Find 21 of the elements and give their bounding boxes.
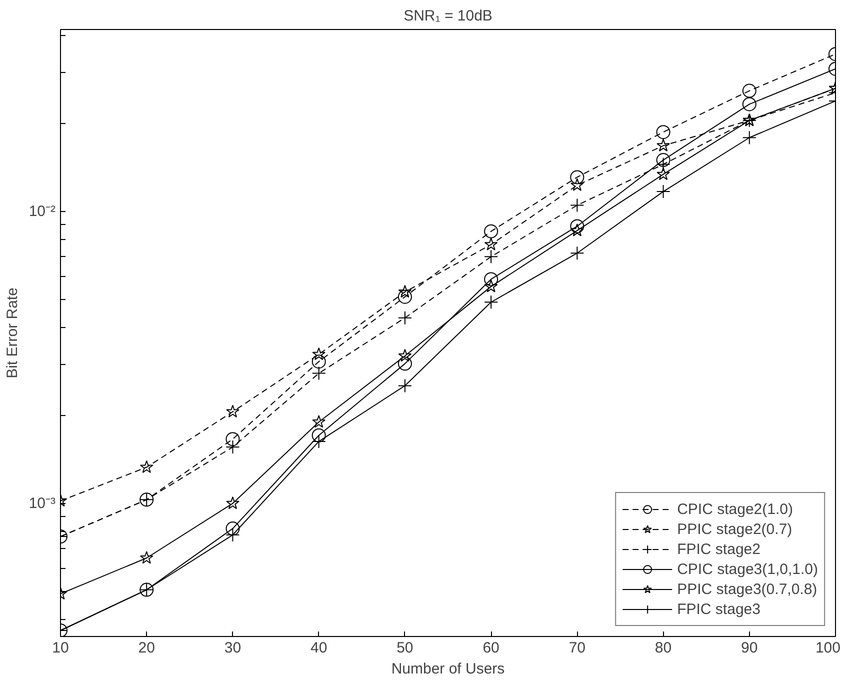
x-tick-label: 100 [815,640,841,656]
x-axis-title: Number of Users [391,660,505,678]
y-tick-label: 10⁻³ [28,494,56,512]
x-tick-label: 90 [741,640,758,656]
x-tick-label: 30 [224,640,242,656]
legend-label: CPIC stage3(1,0,1.0) [677,560,818,578]
x-tick-label: 50 [396,640,414,656]
x-tick-label: 70 [568,640,586,656]
x-tick-label: 60 [482,640,500,656]
legend-label: PPIC stage3(0.7,0.8) [677,580,818,598]
y-tick-label: 10⁻² [28,202,56,220]
legend-label: FPIC stage3 [677,600,760,618]
legend-label: PPIC stage2(0.7) [677,520,792,538]
x-tick-label: 20 [138,640,155,656]
x-tick-label: 10 [52,640,69,656]
legend-label: CPIC stage2(1.0) [677,500,793,518]
x-tick-label: 40 [310,640,328,656]
y-axis-title: Bit Error Rate [4,288,21,378]
x-tick-label: 80 [654,640,672,656]
legend-label: FPIC stage2 [677,540,760,558]
chart-title: SNR₁ = 10dB [404,8,492,24]
